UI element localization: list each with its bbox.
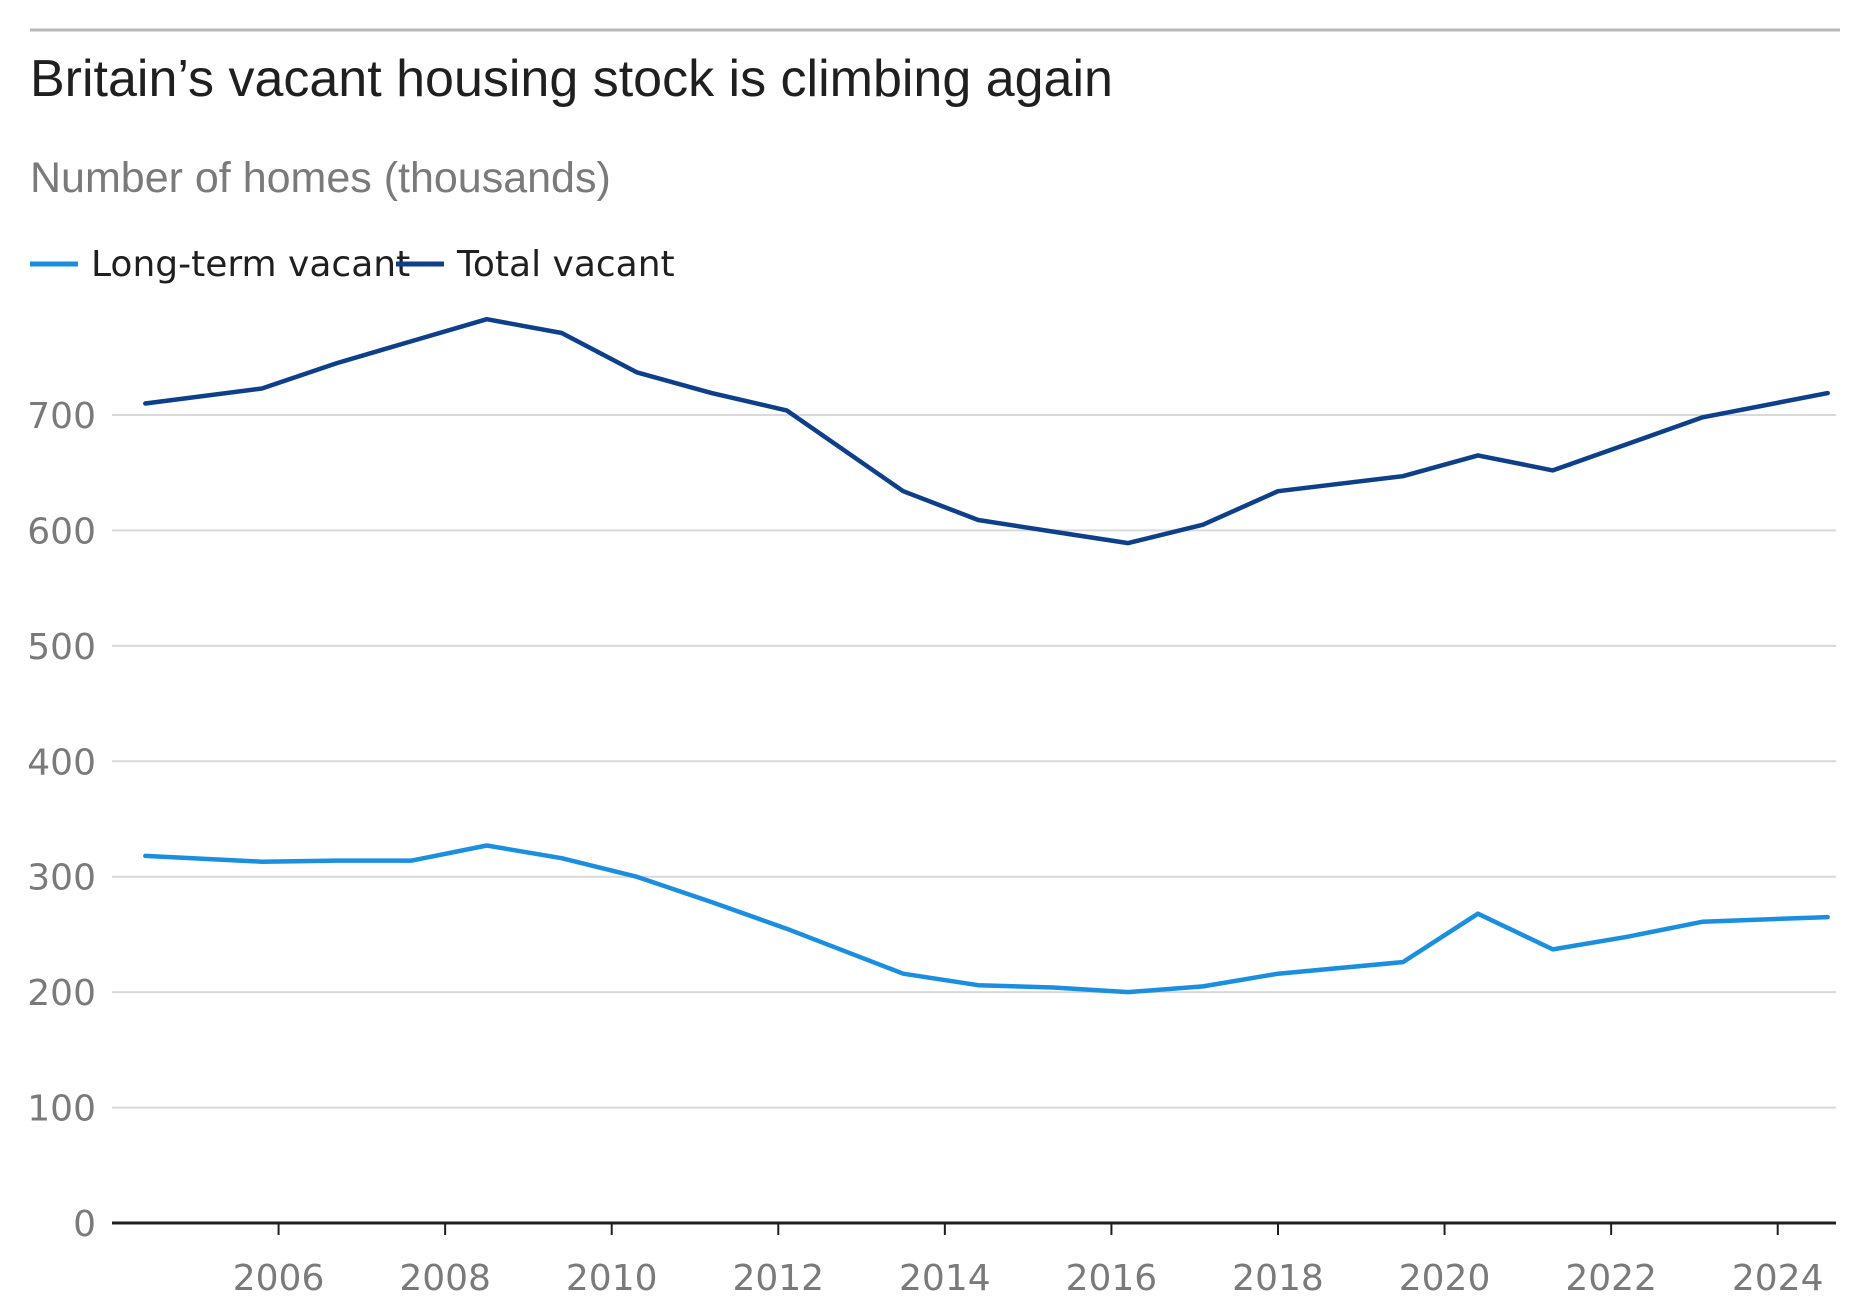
y-tick-label-200: 200	[27, 973, 96, 1014]
gridlines	[112, 414, 1836, 1109]
series-lines	[143, 316, 1830, 995]
x-tick-label-2012: 2012	[732, 1258, 824, 1299]
legend-label-total-vacant: Total vacant	[456, 244, 675, 285]
y-tick-label-700: 700	[27, 396, 96, 437]
x-tick-label-2010: 2010	[566, 1258, 658, 1299]
x-tick-label-2018: 2018	[1232, 1258, 1324, 1299]
x-axis: 2006 2008 2010 2012 2014 2016 2018 2020 2022 2024	[112, 1221, 1836, 1299]
chart-title: Britain’s vacant housing stock is climbi…	[30, 50, 1113, 108]
x-tick-label-2020: 2020	[1399, 1258, 1491, 1299]
y-tick-label-400: 400	[27, 742, 96, 783]
y-tick-label-100: 100	[27, 1089, 96, 1130]
x-tick-label-2006: 2006	[233, 1258, 325, 1299]
x-tick-label-2014: 2014	[899, 1258, 991, 1299]
x-tick-label-2024: 2024	[1732, 1258, 1824, 1299]
x-tick-label-2022: 2022	[1565, 1258, 1657, 1299]
y-axis: 0 100 200 300 400 500 600 700	[27, 396, 96, 1245]
y-tick-label-500: 500	[27, 627, 96, 668]
y-tick-label-300: 300	[27, 858, 96, 899]
y-tick-label-0: 0	[73, 1204, 96, 1245]
x-tick-label-2008: 2008	[399, 1258, 491, 1299]
series-line-total-vacant	[143, 316, 1830, 546]
legend-label-long-term-vacant: Long-term vacant	[91, 244, 410, 285]
chart-subtitle: Number of homes (thousands)	[30, 154, 611, 202]
y-tick-label-600: 600	[27, 511, 96, 552]
legend: Long-term vacant Total vacant	[30, 244, 675, 285]
series-line-long-term-vacant	[143, 843, 1830, 995]
x-tick-label-2016: 2016	[1066, 1258, 1158, 1299]
